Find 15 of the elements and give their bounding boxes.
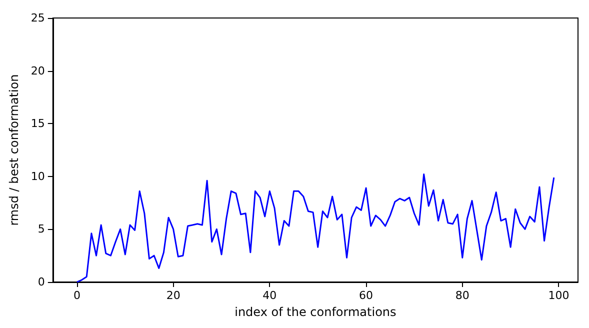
x-tick-label: 60 — [359, 289, 374, 302]
y-axis-title: rmsd / best conformation — [7, 74, 21, 226]
x-axis-title: index of the conformations — [234, 304, 396, 319]
y-tick-label: 10 — [30, 170, 45, 183]
x-tick-label: 100 — [548, 289, 570, 302]
x-tick-label: 20 — [166, 289, 180, 302]
y-tick-label: 25 — [30, 12, 45, 24]
y-tick-label: 5 — [38, 222, 45, 236]
y-tick-label: 15 — [30, 117, 45, 130]
x-tick-label: 0 — [73, 289, 80, 302]
x-tick-label: 40 — [262, 289, 277, 302]
line-series — [76, 174, 555, 283]
x-tick-label: 80 — [455, 289, 470, 302]
y-tick-label: 20 — [30, 64, 45, 78]
y-tick-label: 0 — [38, 276, 45, 288]
